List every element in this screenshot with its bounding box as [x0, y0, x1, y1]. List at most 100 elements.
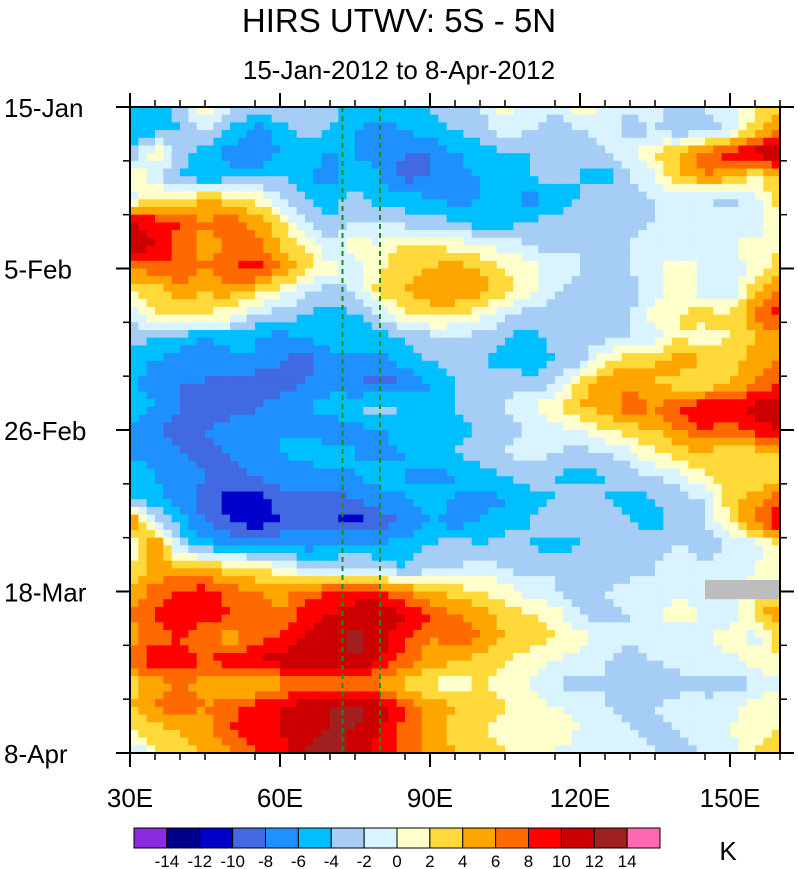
heatmap-cell — [480, 353, 489, 362]
heatmap-cell — [463, 376, 473, 385]
heatmap-cell — [380, 168, 389, 177]
heatmap-cell — [238, 237, 248, 247]
heatmap-cell — [496, 237, 506, 247]
heatmap-cell — [605, 483, 614, 493]
heatmap-cell — [730, 322, 739, 331]
heatmap-cell — [746, 353, 756, 362]
heatmap-cell — [130, 222, 139, 231]
heatmap-cell — [188, 545, 198, 554]
heatmap-cell — [763, 468, 773, 477]
heatmap-cell — [546, 107, 556, 116]
heatmap-cell — [288, 114, 298, 123]
heatmap-cell — [330, 576, 339, 585]
heatmap-cell — [713, 130, 723, 139]
heatmap-cell — [646, 230, 656, 239]
heatmap-cell — [163, 399, 173, 408]
heatmap-cell — [180, 283, 189, 293]
heatmap-cell — [671, 168, 681, 177]
heatmap-cell — [138, 576, 148, 585]
heatmap-cell — [721, 306, 731, 316]
heatmap-cell — [271, 391, 281, 400]
heatmap-cell — [230, 145, 239, 154]
heatmap-cell — [746, 414, 756, 423]
heatmap-cell — [771, 499, 781, 508]
heatmap-cell — [196, 506, 206, 516]
heatmap-cell — [380, 183, 389, 193]
heatmap-cell — [230, 230, 239, 239]
heatmap-cell — [155, 283, 164, 293]
heatmap-cell — [713, 253, 723, 262]
heatmap-cell — [538, 491, 548, 500]
heatmap-cell — [446, 322, 456, 331]
heatmap-cell — [346, 529, 356, 539]
heatmap-cell — [221, 476, 231, 485]
heatmap-cell — [571, 468, 581, 477]
heatmap-cell — [696, 576, 706, 585]
heatmap-cell — [488, 537, 498, 546]
heatmap-cell — [596, 222, 606, 231]
heatmap-cell — [413, 383, 423, 393]
heatmap-cell — [446, 529, 456, 539]
heatmap-cell — [396, 391, 406, 400]
heatmap-cell — [246, 322, 256, 331]
heatmap-cell — [163, 183, 173, 193]
heatmap-cell — [621, 522, 631, 531]
heatmap-cell — [430, 237, 439, 247]
heatmap-cell — [130, 153, 139, 162]
heatmap-cell — [271, 399, 281, 408]
heatmap-cell — [738, 107, 748, 116]
heatmap-cell — [505, 283, 514, 293]
heatmap-cell — [180, 437, 189, 446]
heatmap-cell — [655, 430, 664, 439]
heatmap-cell — [363, 568, 373, 577]
heatmap-cell — [696, 183, 706, 193]
heatmap-cell — [563, 483, 573, 493]
heatmap-cell — [146, 245, 156, 254]
heatmap-cell — [646, 183, 656, 193]
heatmap-cell — [371, 529, 381, 539]
heatmap-cell — [280, 368, 289, 377]
heatmap-cell — [230, 560, 239, 570]
heatmap-cell — [388, 137, 398, 147]
heatmap-cell — [671, 483, 681, 493]
heatmap-cell — [480, 453, 489, 462]
heatmap-cell — [521, 268, 531, 277]
heatmap-cell — [505, 230, 514, 239]
heatmap-cell — [513, 468, 523, 477]
heatmap-cell — [413, 199, 423, 208]
heatmap-cell — [471, 345, 481, 354]
heatmap-cell — [513, 137, 523, 147]
heatmap-cell — [188, 299, 198, 308]
heatmap-cell — [130, 553, 139, 562]
heatmap-cell — [580, 153, 589, 162]
heatmap-cell — [155, 491, 164, 500]
heatmap-cell — [380, 237, 389, 247]
heatmap-cell — [163, 345, 173, 354]
heatmap-cell — [521, 145, 531, 154]
heatmap-cell — [180, 545, 189, 554]
heatmap-cell — [346, 553, 356, 562]
heatmap-cell — [471, 245, 481, 254]
heatmap-cell — [613, 268, 623, 277]
heatmap-cell — [180, 445, 189, 454]
heatmap-cell — [171, 414, 181, 423]
heatmap-cell — [546, 176, 556, 185]
heatmap-cell — [746, 453, 756, 462]
heatmap-cell — [705, 337, 714, 347]
heatmap-cell — [280, 437, 289, 446]
heatmap-cell — [555, 160, 564, 170]
heatmap-cell — [596, 422, 606, 431]
heatmap-cell — [671, 545, 681, 554]
heatmap-cell — [130, 253, 139, 262]
heatmap-cell — [771, 360, 781, 370]
heatmap-cell — [755, 145, 764, 154]
heatmap-cell — [280, 529, 289, 539]
heatmap-cell — [638, 291, 648, 300]
heatmap-cell — [563, 560, 573, 570]
heatmap-cell — [138, 199, 148, 208]
heatmap-cell — [221, 591, 231, 600]
heatmap-cell — [230, 514, 239, 523]
heatmap-cell — [430, 506, 439, 516]
heatmap-cell — [238, 145, 248, 154]
heatmap-cell — [763, 260, 773, 270]
